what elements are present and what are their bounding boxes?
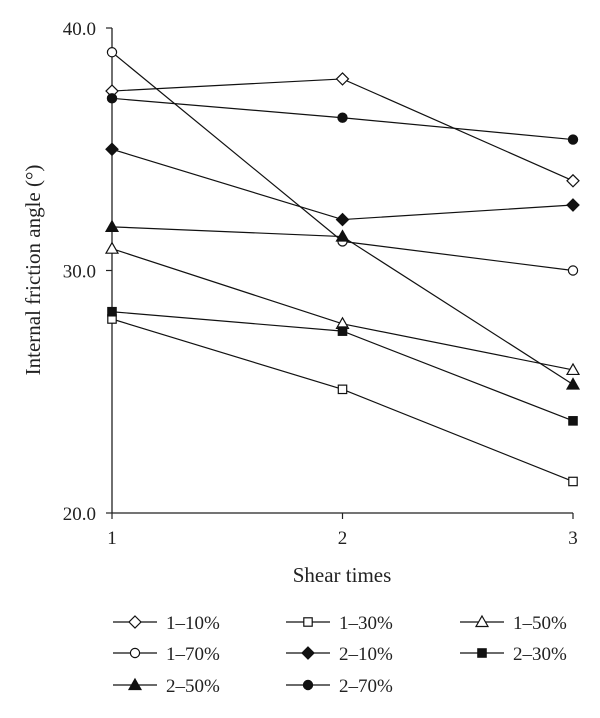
series bbox=[104, 219, 581, 390]
data-point bbox=[335, 212, 350, 227]
series bbox=[107, 306, 578, 426]
data-point bbox=[567, 134, 579, 145]
series-line bbox=[111, 148, 574, 221]
data-point bbox=[104, 241, 120, 254]
data-point bbox=[337, 326, 348, 336]
data-point bbox=[568, 416, 578, 426]
legend-label: 1–10% bbox=[166, 613, 220, 634]
series bbox=[105, 142, 580, 227]
legend-marker bbox=[302, 679, 314, 691]
legend-item: 1–30% bbox=[286, 613, 393, 634]
legend-marker bbox=[127, 677, 143, 691]
data-point bbox=[568, 476, 578, 487]
legend-item: 2–30% bbox=[460, 644, 567, 665]
data-point bbox=[106, 93, 118, 104]
legend-label: 2–10% bbox=[339, 644, 393, 665]
data-point bbox=[566, 173, 580, 188]
x-tick-label: 2 bbox=[338, 528, 348, 549]
series bbox=[105, 72, 580, 188]
series bbox=[104, 241, 581, 376]
legend-label: 1–70% bbox=[166, 644, 220, 665]
legend-marker bbox=[474, 614, 490, 628]
data-point bbox=[565, 377, 581, 390]
data-point bbox=[335, 72, 350, 86]
axes bbox=[111, 28, 573, 514]
legend-marker bbox=[129, 647, 141, 659]
legend-item: 2–70% bbox=[286, 676, 393, 697]
data-point bbox=[105, 142, 119, 157]
series bbox=[106, 93, 579, 145]
legend-marker bbox=[301, 646, 315, 660]
legend-marker bbox=[477, 648, 487, 658]
legend-marker bbox=[303, 617, 313, 627]
series-line bbox=[111, 248, 574, 371]
legend: 1–10% 1–70% 2–50% 1–30% 2–10% 2–70% 1–50% 2–30% bbox=[113, 613, 567, 697]
legend-label: 2–50% bbox=[166, 676, 220, 697]
series-line bbox=[111, 226, 574, 385]
data-point bbox=[565, 362, 581, 376]
legend-item: 1–10% bbox=[113, 613, 220, 634]
legend-item: 2–50% bbox=[113, 676, 220, 697]
legend-marker bbox=[128, 615, 142, 629]
y-tick-label: 20.0 bbox=[63, 504, 96, 525]
legend-label: 1–50% bbox=[513, 613, 567, 634]
y-axis-title: Internal friction angle (°) bbox=[21, 165, 45, 376]
legend-item: 2–10% bbox=[286, 644, 393, 665]
data-point bbox=[566, 198, 580, 212]
data-point bbox=[337, 384, 348, 395]
data-point bbox=[107, 306, 117, 317]
x-axis-title: Shear times bbox=[293, 563, 392, 587]
series-line bbox=[111, 78, 574, 182]
x-tick-label: 3 bbox=[568, 528, 578, 549]
legend-item: 1–70% bbox=[113, 644, 220, 665]
legend-label: 2–30% bbox=[513, 644, 567, 665]
y-tick-label: 40.0 bbox=[63, 19, 96, 40]
data-point bbox=[104, 219, 120, 232]
data-point bbox=[106, 47, 118, 58]
y-tick-label: 30.0 bbox=[63, 262, 96, 283]
data-point bbox=[337, 112, 348, 123]
x-tick-label: 1 bbox=[107, 528, 117, 549]
data-point bbox=[567, 265, 579, 276]
series bbox=[107, 314, 578, 487]
series-line bbox=[111, 318, 574, 483]
ticks: 1 2 3 20.0 30.0 40.0 bbox=[63, 19, 578, 549]
legend-label: 2–70% bbox=[339, 676, 393, 697]
series-group bbox=[104, 47, 581, 487]
legend-item: 1–50% bbox=[460, 613, 567, 634]
data-point bbox=[335, 229, 350, 242]
legend-label: 1–30% bbox=[339, 613, 393, 634]
